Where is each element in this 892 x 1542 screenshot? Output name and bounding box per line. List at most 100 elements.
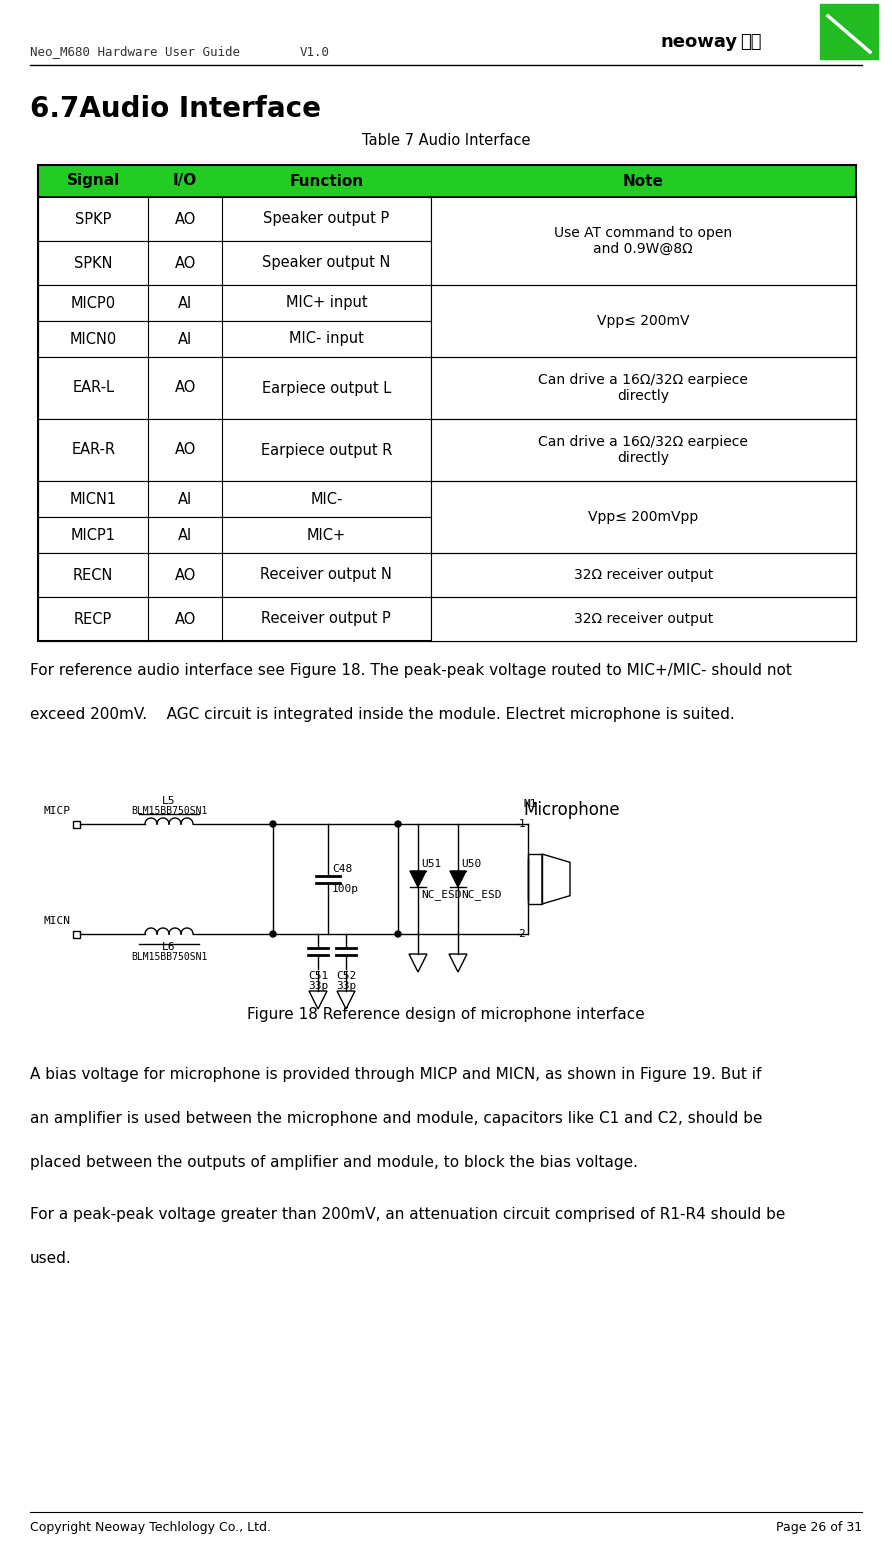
Text: MIC+ input: MIC+ input [285, 296, 368, 310]
Text: AI: AI [178, 296, 193, 310]
Bar [38, 481, 856, 517]
Text: NC_ESD: NC_ESD [421, 890, 461, 901]
Text: Table 7 Audio Interface: Table 7 Audio Interface [362, 133, 530, 148]
Text: used.: used. [30, 1251, 71, 1266]
Text: Page 26 of 31: Page 26 of 31 [776, 1522, 862, 1534]
Text: 100p: 100p [332, 885, 359, 894]
Text: AO: AO [175, 612, 196, 626]
Text: MIC- input: MIC- input [289, 332, 364, 347]
Text: MIC-: MIC- [310, 492, 343, 506]
Text: 32Ω receiver output: 32Ω receiver output [574, 567, 713, 581]
Text: an amplifier is used between the microphone and module, capacitors like C1 and C: an amplifier is used between the microph… [30, 1110, 763, 1126]
Bar [38, 165, 856, 641]
Text: C52: C52 [336, 971, 356, 981]
Text: Vpp≤ 200mV: Vpp≤ 200mV [597, 315, 690, 328]
Text: AI: AI [178, 332, 193, 347]
Text: neoway: neoway [660, 32, 737, 51]
Text: Function: Function [289, 174, 363, 188]
Text: C48: C48 [332, 864, 352, 873]
Text: Microphone: Microphone [523, 800, 620, 819]
Text: exceed 200mV.    AGC circuit is integrated inside the module. Electret microphon: exceed 200mV. AGC circuit is integrated … [30, 706, 735, 722]
Text: Earpiece output L: Earpiece output L [261, 381, 391, 395]
Text: 33p: 33p [308, 981, 328, 992]
Text: MICN1: MICN1 [70, 492, 117, 506]
Text: RECN: RECN [73, 567, 113, 583]
Text: EAR-L: EAR-L [72, 381, 114, 395]
Text: AO: AO [175, 211, 196, 227]
Text: placed between the outputs of amplifier and module, to block the bias voltage.: placed between the outputs of amplifier … [30, 1155, 638, 1170]
Text: MICN: MICN [44, 916, 71, 927]
Text: 1: 1 [518, 819, 525, 830]
Bar [38, 321, 856, 358]
Text: Neo_M680 Hardware User Guide: Neo_M680 Hardware User Guide [30, 46, 240, 59]
Text: Use AT command to open
and 0.9W@8Ω: Use AT command to open and 0.9W@8Ω [554, 225, 732, 256]
Circle shape [395, 820, 401, 827]
Text: AO: AO [175, 381, 196, 395]
Text: Receiver output N: Receiver output N [260, 567, 392, 583]
Bar [431, 481, 856, 554]
Text: Earpiece output R: Earpiece output R [260, 443, 392, 458]
Text: MICN0: MICN0 [70, 332, 117, 347]
Text: AO: AO [175, 256, 196, 270]
Text: SPKN: SPKN [74, 256, 112, 270]
Bar [528, 854, 542, 904]
Bar [431, 419, 856, 481]
Bar [38, 419, 856, 481]
Text: V1.0: V1.0 [300, 46, 330, 59]
Bar [38, 597, 856, 641]
Polygon shape [450, 871, 466, 887]
Text: Copyright Neoway Techlology Co., Ltd.: Copyright Neoway Techlology Co., Ltd. [30, 1522, 271, 1534]
Text: 2: 2 [518, 928, 525, 939]
Bar [431, 597, 856, 641]
Text: L5: L5 [162, 796, 176, 806]
Text: I/O: I/O [173, 174, 197, 188]
Text: 有方: 有方 [740, 32, 762, 51]
Bar [38, 241, 856, 285]
Bar [38, 285, 856, 321]
Text: 6.7Audio Interface: 6.7Audio Interface [30, 96, 321, 123]
Text: A bias voltage for microphone is provided through MICP and MICN, as shown in Fig: A bias voltage for microphone is provide… [30, 1067, 762, 1082]
Text: 33p: 33p [336, 981, 356, 992]
Text: EAR-R: EAR-R [71, 443, 115, 458]
Text: Can drive a 16Ω/32Ω earpiece
directly: Can drive a 16Ω/32Ω earpiece directly [539, 435, 748, 466]
Bar [820, 5, 878, 59]
Text: Can drive a 16Ω/32Ω earpiece
directly: Can drive a 16Ω/32Ω earpiece directly [539, 373, 748, 402]
Text: Figure 18 Reference design of microphone interface: Figure 18 Reference design of microphone… [247, 1007, 645, 1022]
Bar [38, 517, 856, 554]
Text: MICP: MICP [44, 806, 71, 816]
Bar [38, 554, 856, 597]
Text: Speaker output P: Speaker output P [263, 211, 390, 227]
Text: AI: AI [178, 492, 193, 506]
Text: C51: C51 [308, 971, 328, 981]
Text: U50: U50 [461, 859, 482, 870]
Text: For a peak-peak voltage greater than 200mV, an attenuation circuit comprised of : For a peak-peak voltage greater than 200… [30, 1207, 785, 1221]
Text: RECP: RECP [74, 612, 112, 626]
Text: For reference audio interface see Figure 18. The peak-peak voltage routed to MIC: For reference audio interface see Figure… [30, 663, 792, 678]
Text: NC_ESD: NC_ESD [461, 890, 501, 901]
Text: Signal: Signal [67, 174, 120, 188]
Polygon shape [410, 871, 426, 887]
Bar [38, 197, 856, 241]
Text: BLM15BB750SN1: BLM15BB750SN1 [131, 951, 207, 962]
Text: Vpp≤ 200mVpp: Vpp≤ 200mVpp [588, 510, 698, 524]
Bar [431, 285, 856, 358]
Circle shape [395, 931, 401, 938]
Text: 32Ω receiver output: 32Ω receiver output [574, 612, 713, 626]
Bar [73, 930, 80, 938]
Text: MICP1: MICP1 [70, 527, 116, 543]
Bar [431, 358, 856, 419]
Text: U51: U51 [421, 859, 442, 870]
Text: Speaker output N: Speaker output N [262, 256, 391, 270]
Bar [431, 197, 856, 285]
Text: M1: M1 [523, 799, 536, 810]
Text: AI: AI [178, 527, 193, 543]
Text: BLM15BB750SN1: BLM15BB750SN1 [131, 806, 207, 816]
Text: SPKP: SPKP [75, 211, 112, 227]
Text: AO: AO [175, 443, 196, 458]
Text: MIC+: MIC+ [307, 527, 346, 543]
Circle shape [270, 931, 276, 938]
Bar [38, 358, 856, 419]
Bar [38, 165, 856, 197]
Text: Receiver output P: Receiver output P [261, 612, 392, 626]
Bar [73, 820, 80, 828]
